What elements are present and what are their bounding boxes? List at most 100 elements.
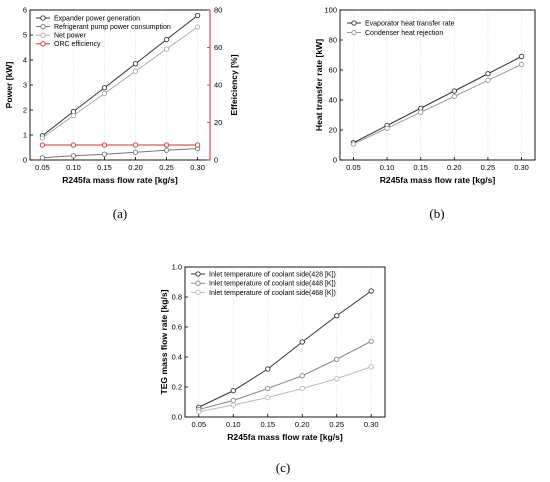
panel-caption: (a): [113, 206, 127, 221]
y-tick-label-4: 80: [329, 36, 337, 45]
x-tick-label-0: 0.05: [191, 420, 206, 429]
y-axis-label: TEG mass flow rate [kg/s]: [159, 289, 169, 394]
y2-tick-label-4: 80: [214, 6, 222, 15]
legend-marker-1: [351, 29, 357, 36]
x-tick-label-2: 0.15: [97, 163, 112, 172]
legend: Evaporator heat transfer rate Condenser h…: [347, 20, 455, 37]
legend: Expander power generation Refrigerant pum…: [36, 15, 171, 48]
x-tick-label-5: 0.30: [364, 420, 379, 429]
series-2-point-2: [265, 394, 271, 401]
series-line-0: [198, 290, 372, 408]
series-line-1: [198, 340, 372, 410]
series-1-point-4: [334, 356, 340, 362]
legend-marker-2: [40, 32, 46, 38]
series-0-point-1: [230, 388, 236, 394]
legend-label-2: Net power: [54, 33, 87, 40]
x-tick-label-5: 0.30: [190, 163, 205, 172]
x-tick-label-1: 0.10: [66, 163, 81, 172]
series-1-point-2: [101, 151, 108, 157]
series-0-point-2: [101, 85, 108, 91]
x-axis-label: R245fa mass flow rate [kg/s]: [62, 175, 178, 185]
y-tick-label-4: 4: [23, 56, 27, 65]
series-3-point-2: [101, 142, 108, 148]
x-tick-label-4: 0.25: [159, 163, 174, 172]
series-2-point-4: [163, 46, 170, 52]
series-2-point-5: [368, 364, 374, 370]
series-2-point-3: [132, 68, 139, 74]
series-1-point-1: [70, 153, 77, 159]
x-tick-label-1: 0.10: [380, 163, 395, 172]
series-0-point-4: [485, 71, 491, 77]
y2-tick-label-1: 20: [214, 118, 222, 127]
series-2-point-3: [299, 385, 305, 392]
chart-panel-c: 0.05 0.10 0.15 0.20 0.25 0.30 0.0 0.2 0.4 0.6 0.8 1…: [159, 263, 386, 475]
y2-axis-label: Effeiciency [%]: [229, 54, 239, 115]
series-1-point-4: [485, 77, 491, 84]
y-tick-label-0: 0: [23, 156, 27, 165]
x-tick-label-3: 0.20: [295, 420, 310, 429]
y-tick-label-2: 2: [23, 106, 27, 115]
legend-marker-0: [40, 15, 46, 21]
series-2-point-2: [101, 90, 108, 97]
y-tick-label-3: 3: [23, 81, 27, 90]
series-line-1: [353, 63, 522, 145]
series-2-point-0: [39, 135, 46, 141]
x-tick-label-3: 0.20: [128, 163, 143, 172]
series-0-point-3: [299, 339, 305, 345]
chart-panel-b: 0.05 0.10 0.15 0.20 0.25 0.30 0 20 40 60 80 100 R245…: [314, 6, 536, 221]
plot-frame: [184, 266, 386, 418]
legend-label-0: Inlet temperature of coolant side(428 [K…: [209, 271, 336, 278]
y-tick-label-3: 0.6: [172, 323, 182, 332]
y-tick-label-4: 0.8: [172, 293, 182, 302]
series-1-point-3: [451, 93, 457, 100]
series-1-point-2: [418, 109, 424, 115]
y-tick-label-3: 60: [329, 66, 337, 75]
series-0-point-3: [451, 88, 457, 94]
legend-label-3: ORC efficiency: [54, 41, 101, 48]
legend-label-1: Refrigerant pump power consumption: [54, 24, 171, 31]
series-1-point-1: [230, 397, 236, 404]
series-1-point-0: [39, 155, 46, 161]
legend-label-2: Inlet temperature of coolant side(468 [K…: [209, 290, 336, 297]
y-tick-label-1: 1: [23, 131, 27, 140]
x-tick-label-2: 0.15: [413, 163, 428, 172]
y-tick-label-2: 40: [329, 96, 337, 105]
y-tick-label-0: 0: [333, 156, 337, 165]
series-line-1: [42, 148, 198, 159]
series-0-point-5: [194, 12, 201, 19]
legend: Inlet temperature of coolant side(428 [K…: [191, 271, 336, 297]
series-line-2: [42, 26, 198, 139]
x-tick-label-4: 0.25: [329, 420, 344, 429]
series-2-point-1: [70, 112, 77, 119]
legend-marker-1: [40, 23, 46, 30]
y-axis-label: Power [kW]: [4, 61, 14, 108]
series-2-point-0: [196, 409, 202, 415]
series-3-point-4: [163, 142, 170, 148]
series-1-point-1: [384, 125, 390, 131]
panel-caption: (c): [276, 460, 290, 475]
x-tick-label-2: 0.15: [260, 420, 275, 429]
series-0-point-3: [132, 61, 139, 67]
series-3-point-0: [39, 142, 46, 148]
series-line-0: [42, 15, 198, 137]
series-0-point-5: [518, 53, 525, 60]
plot-frame: [339, 9, 536, 161]
y-tick-label-5: 100: [324, 6, 337, 15]
y-tick-label-1: 0.2: [172, 383, 182, 392]
y-tick-label-5: 5: [23, 31, 27, 40]
series-2-point-4: [334, 376, 340, 382]
series-line-2: [198, 366, 372, 413]
x-tick-label-0: 0.05: [346, 163, 361, 172]
legend-label-0: Expander power generation: [54, 15, 140, 22]
series-3-point-5: [194, 142, 201, 148]
series-0-point-5: [368, 288, 374, 294]
series-1-point-3: [299, 373, 305, 379]
series-0-point-2: [265, 366, 271, 372]
y-tick-label-5: 1.0: [172, 263, 182, 272]
y-tick-label-6: 6: [23, 6, 27, 15]
series-0-point-4: [163, 36, 170, 43]
y2-tick-label-0: 0: [214, 156, 218, 165]
legend-marker-1: [195, 280, 201, 286]
legend-marker-2: [195, 289, 201, 296]
